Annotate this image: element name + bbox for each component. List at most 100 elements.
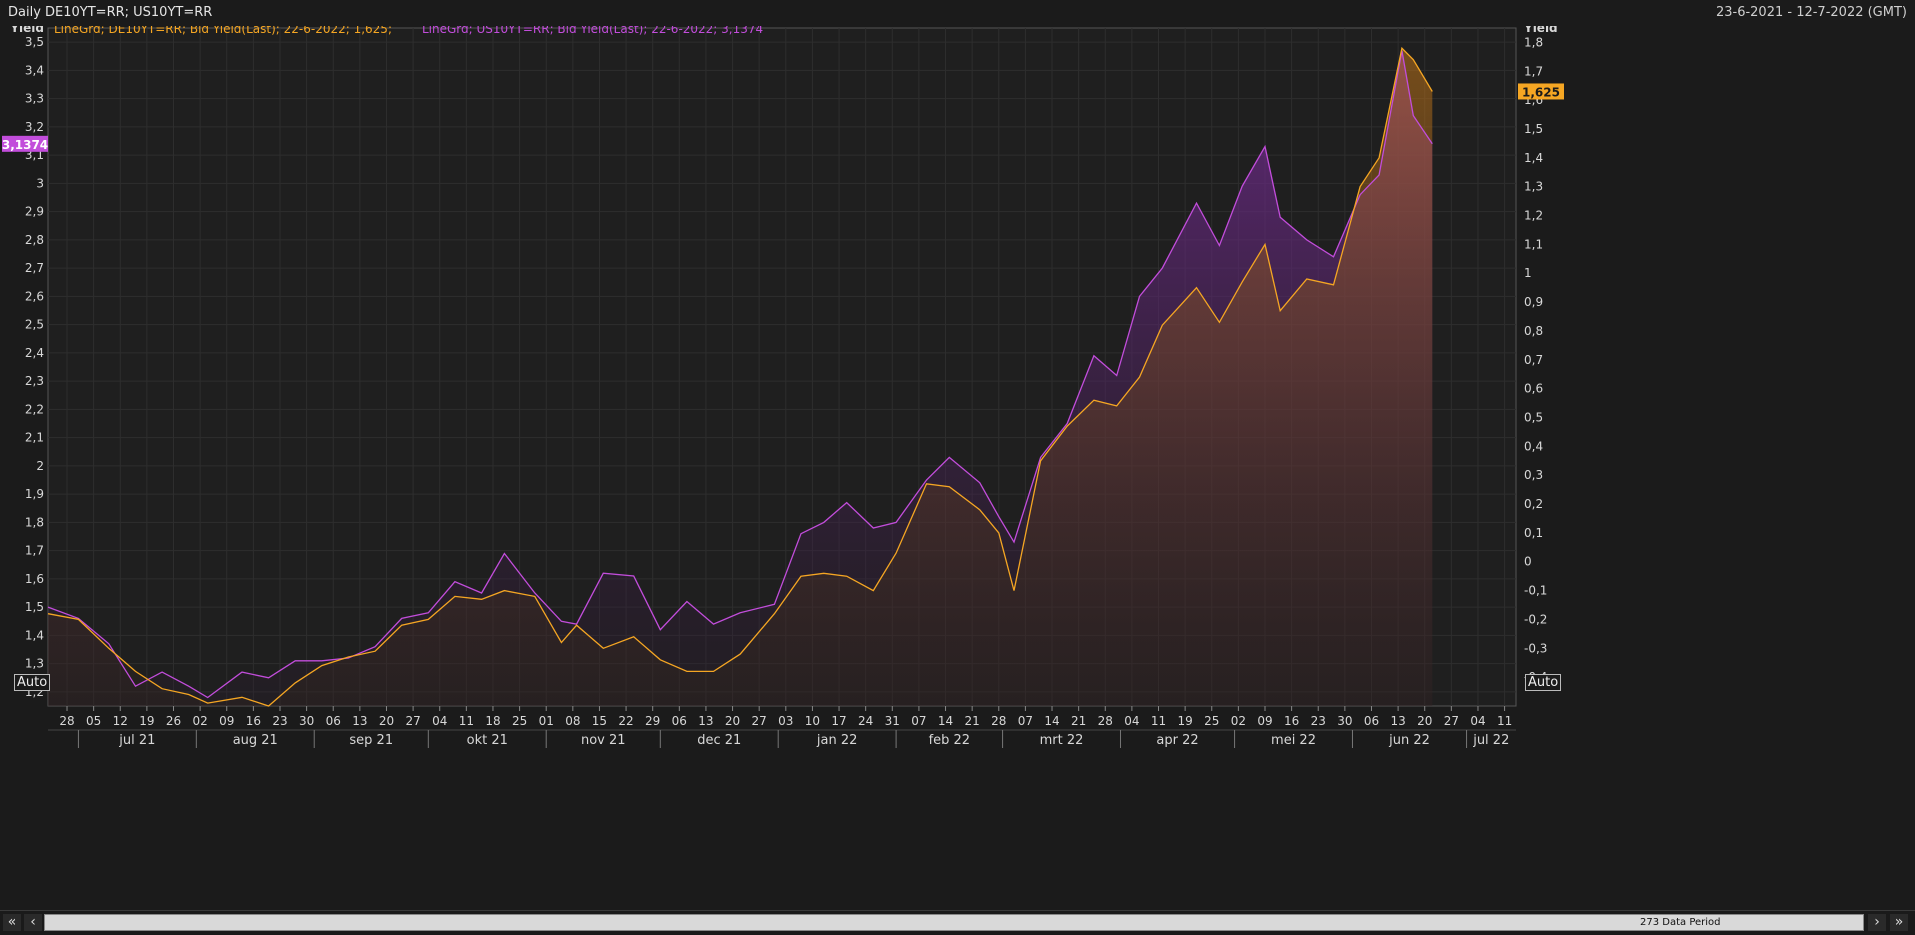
x-day-label: 20: [1417, 714, 1432, 728]
x-day-label: 07: [911, 714, 926, 728]
scroll-track[interactable]: [44, 914, 1864, 931]
x-day-label: 28: [59, 714, 74, 728]
x-day-label: 23: [1311, 714, 1326, 728]
x-day-label: 07: [1018, 714, 1033, 728]
left-tick-label: 1,3: [25, 657, 44, 671]
last-value-badges: 3,1374 1,625: [2, 83, 1564, 152]
right-tick-label: 0,5: [1524, 410, 1543, 424]
left-tick-label: 3: [36, 176, 44, 190]
x-day-label: 13: [352, 714, 367, 728]
auto-scale-left-button[interactable]: Auto: [14, 674, 51, 691]
x-day-label: 08: [565, 714, 580, 728]
left-axis-label: Yield: [9, 26, 44, 35]
left-tick-label: 2,3: [25, 374, 44, 388]
x-day-label: 06: [672, 714, 687, 728]
x-month-label: jul 22: [1472, 733, 1509, 748]
x-month-label: jan 22: [816, 733, 858, 748]
x-day-label: 11: [1151, 714, 1166, 728]
auto-scale-right-button[interactable]: Auto: [1525, 674, 1562, 691]
legend-us: LineGrd; US10YT=RR; Bid Yield(Last); 22-…: [422, 26, 763, 36]
right-tick-label: 0,7: [1524, 353, 1543, 367]
x-day-label: 14: [1044, 714, 1059, 728]
chart-title: Daily DE10YT=RR; US10YT=RR: [8, 5, 213, 20]
left-tick-label: 2,6: [25, 289, 44, 303]
right-tick-label: 0,4: [1524, 439, 1543, 453]
x-day-label: 06: [326, 714, 341, 728]
x-day-label: 27: [405, 714, 420, 728]
x-day-label: 20: [379, 714, 394, 728]
x-day-label: 13: [698, 714, 713, 728]
x-day-label: 23: [272, 714, 287, 728]
us-last-value: 3,1374: [2, 138, 48, 152]
x-day-label: 19: [139, 714, 154, 728]
x-month-label: aug 21: [233, 733, 278, 748]
x-day-label: 16: [1284, 714, 1299, 728]
legend: LineGrd; DE10YT=RR; Bid Yield(Last); 22-…: [54, 26, 763, 36]
x-day-label: 28: [991, 714, 1006, 728]
left-axis: 3,53,43,33,23,132,92,82,72,62,52,42,32,2…: [9, 26, 44, 699]
scroll-left-icon[interactable]: ‹: [24, 914, 42, 931]
right-tick-label: 1,1: [1524, 237, 1543, 251]
right-tick-label: 0,2: [1524, 497, 1543, 511]
fast-forward-icon[interactable]: »: [1890, 914, 1908, 931]
left-tick-label: 2,5: [25, 318, 44, 332]
right-tick-label: 0: [1524, 555, 1532, 569]
left-tick-label: 1,7: [25, 544, 44, 558]
left-tick-label: 1,8: [25, 515, 44, 529]
scroll-right-icon[interactable]: ›: [1868, 914, 1886, 931]
right-tick-label: 0,9: [1524, 295, 1543, 309]
x-day-label: 30: [1337, 714, 1352, 728]
x-day-label: 09: [1257, 714, 1272, 728]
left-tick-label: 3,2: [25, 120, 44, 134]
x-day-label: 04: [1470, 714, 1485, 728]
right-tick-label: -0,3: [1524, 641, 1547, 655]
x-day-label: 18: [485, 714, 500, 728]
de-last-badge: [1518, 83, 1564, 100]
x-day-label: 25: [512, 714, 527, 728]
right-tick-label: 1,8: [1524, 35, 1543, 49]
right-axis-label: Yield: [1523, 26, 1558, 35]
x-day-label: 02: [1231, 714, 1246, 728]
right-tick-label: 0,8: [1524, 324, 1543, 338]
scroll-bar[interactable]: « ‹ 273 Data Period › »: [0, 910, 1915, 935]
x-day-label: 31: [885, 714, 900, 728]
x-day-label: 02: [192, 714, 207, 728]
x-day-label: 20: [725, 714, 740, 728]
left-tick-label: 1,6: [25, 572, 44, 586]
x-day-label: 15: [592, 714, 607, 728]
de-last-value: 1,625: [1522, 85, 1560, 99]
x-day-label: 13: [1390, 714, 1405, 728]
left-tick-label: 2,9: [25, 205, 44, 219]
right-tick-label: 1,7: [1524, 64, 1543, 78]
x-axis: 28 05 12 19 26 02 09 16 23 30 06 13 20 27 04 11 18 25 01 08…: [48, 706, 1516, 748]
x-day-label: 17: [831, 714, 846, 728]
right-tick-label: 1,4: [1524, 151, 1543, 165]
x-day-label: 11: [459, 714, 474, 728]
x-day-label: 19: [1177, 714, 1192, 728]
x-day-label: 28: [1098, 714, 1113, 728]
x-day-label: 04: [432, 714, 447, 728]
us-line: [47, 50, 1433, 699]
x-day-label: 29: [645, 714, 660, 728]
x-month-label: mei 22: [1271, 733, 1316, 748]
left-tick-label: 3,4: [25, 63, 44, 77]
x-day-label: 12: [113, 714, 128, 728]
x-day-label: 30: [299, 714, 314, 728]
x-day-label: 03: [778, 714, 793, 728]
right-tick-label: 1,5: [1524, 122, 1543, 136]
series-areas: [48, 48, 1433, 707]
x-day-label: 24: [858, 714, 873, 728]
x-month-label: apr 22: [1156, 733, 1198, 748]
x-month-label: feb 22: [929, 733, 971, 748]
left-tick-label: 2,2: [25, 402, 44, 416]
de-area: [48, 48, 1433, 706]
rewind-icon[interactable]: «: [3, 914, 21, 931]
x-day-label: 21: [965, 714, 980, 728]
series-lines: [47, 46, 1433, 707]
x-day-label: 27: [1444, 714, 1459, 728]
right-tick-label: 1,3: [1524, 180, 1543, 194]
yield-chart[interactable]: 3,53,43,33,23,132,92,82,72,62,52,42,32,2…: [0, 26, 1915, 910]
x-day-label: 26: [166, 714, 181, 728]
left-tick-label: 2: [36, 459, 44, 473]
x-day-label: 27: [752, 714, 767, 728]
